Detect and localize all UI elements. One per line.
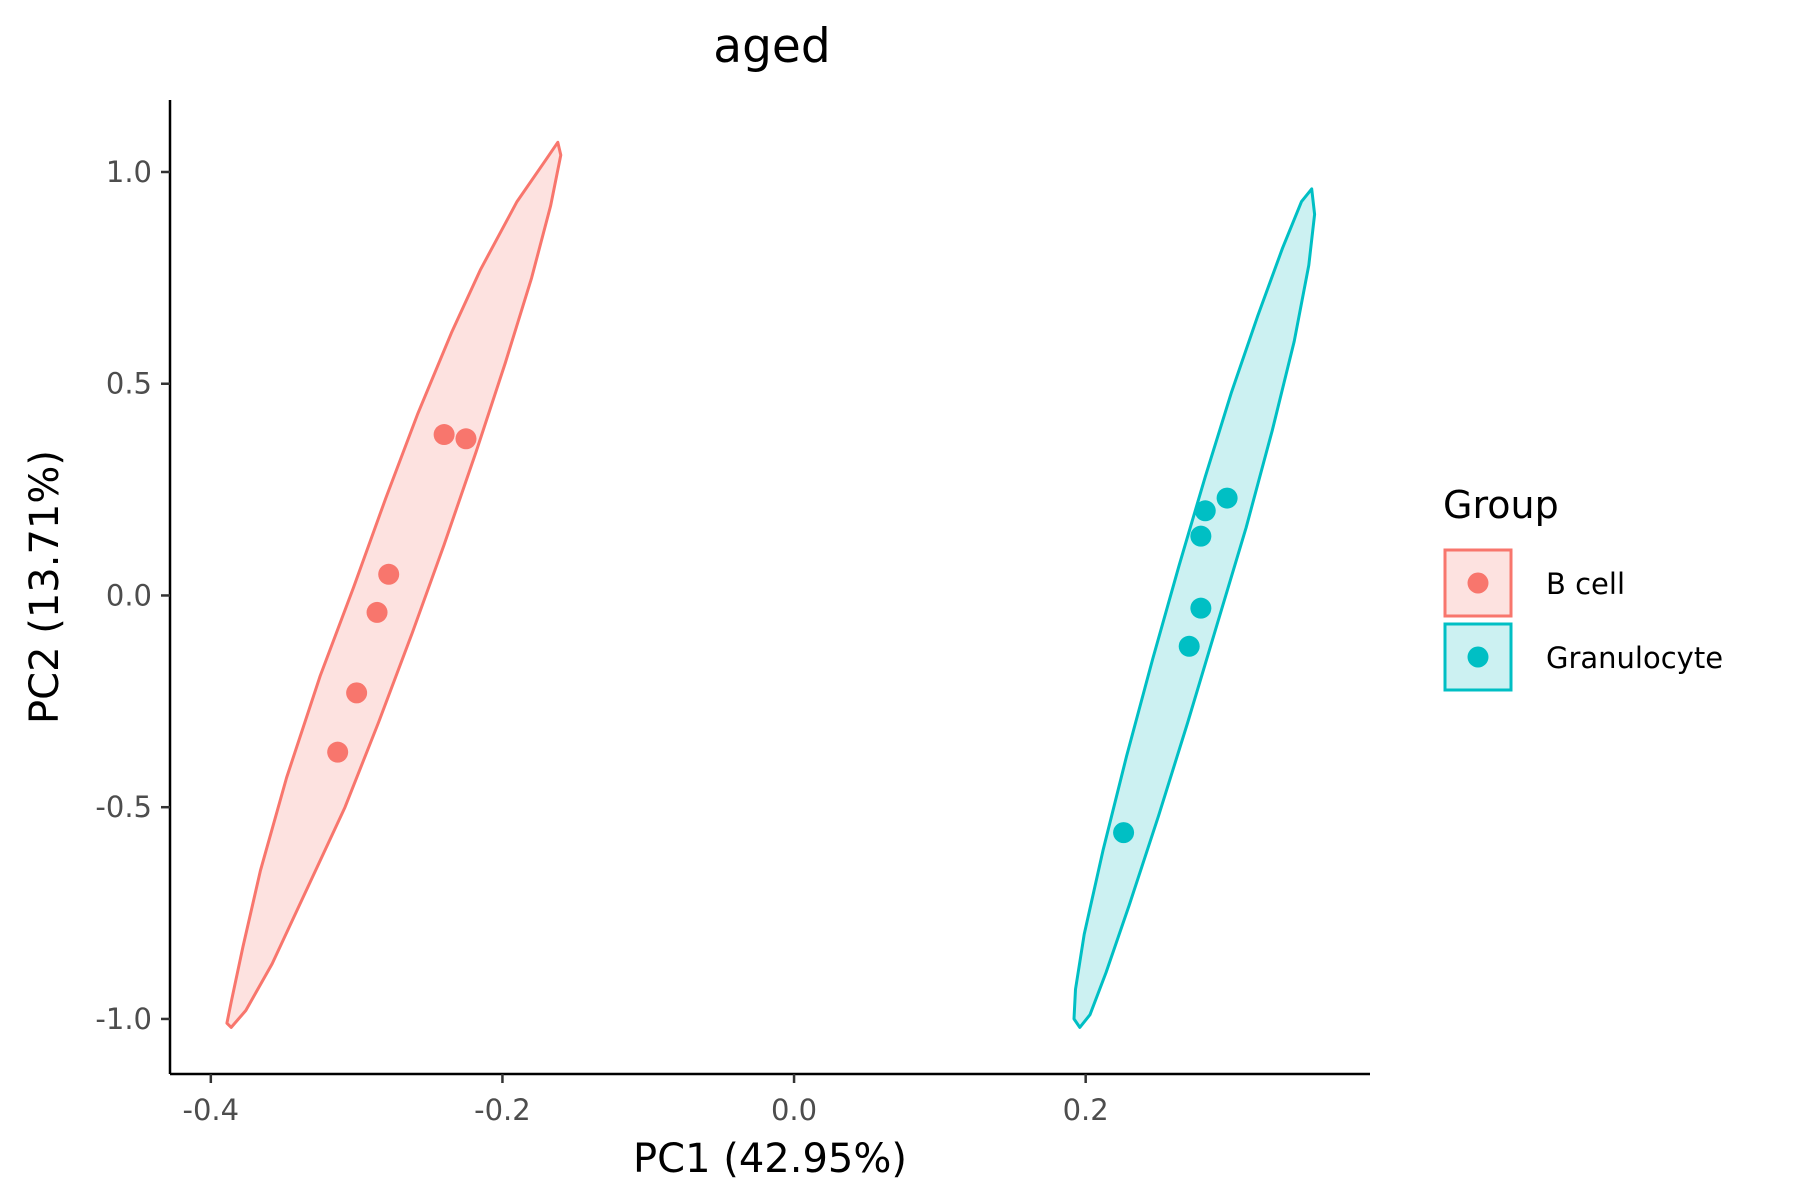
data-points <box>327 424 1238 844</box>
chart-title: aged <box>713 19 830 74</box>
x-tick-label: 0.0 <box>771 1093 817 1127</box>
x-axis-title: PC1 (42.95%) <box>633 1136 907 1182</box>
y-tick-label: 0.0 <box>106 578 152 612</box>
point-b-cell-2 <box>455 428 477 450</box>
legend-key-b-cell <box>1443 548 1513 618</box>
point-b-cell-1 <box>433 424 455 446</box>
legend-label-granulocyte: Granulocyte <box>1546 641 1723 675</box>
point-b-cell-5 <box>346 682 368 704</box>
y-tick-label: 0.5 <box>106 367 152 401</box>
point-granulocyte-3 <box>1190 525 1212 547</box>
legend-label-b-cell: B cell <box>1546 567 1625 601</box>
legend: Group B cell Granulocyte <box>1443 483 1723 692</box>
x-tick-label: 0.2 <box>1063 1093 1109 1127</box>
x-tick-label: -0.4 <box>183 1093 240 1127</box>
legend-key-granulocyte <box>1443 622 1513 692</box>
point-granulocyte-1 <box>1216 487 1238 509</box>
ellipse-b-cell <box>225 140 563 1029</box>
point-granulocyte-2 <box>1194 500 1216 522</box>
legend-title: Group <box>1443 483 1559 527</box>
point-granulocyte-4 <box>1190 597 1212 619</box>
point-granulocyte-6 <box>1113 822 1135 844</box>
x-tick-label: -0.2 <box>474 1093 531 1127</box>
y-tick-label: -0.5 <box>95 790 152 824</box>
y-axis-ticks: 1.0 0.5 0.0 -0.5 -1.0 <box>95 155 170 1036</box>
point-granulocyte-5 <box>1178 635 1200 657</box>
point-b-cell-6 <box>327 741 349 763</box>
x-axis-ticks: -0.4 -0.2 0.0 0.2 <box>183 1074 1109 1127</box>
y-tick-label: 1.0 <box>106 155 152 189</box>
y-tick-label: -1.0 <box>95 1002 152 1036</box>
point-b-cell-4 <box>366 601 388 623</box>
y-axis-title: PC2 (13.71%) <box>22 450 68 724</box>
confidence-ellipses <box>225 140 1317 1029</box>
point-b-cell-3 <box>378 563 400 585</box>
